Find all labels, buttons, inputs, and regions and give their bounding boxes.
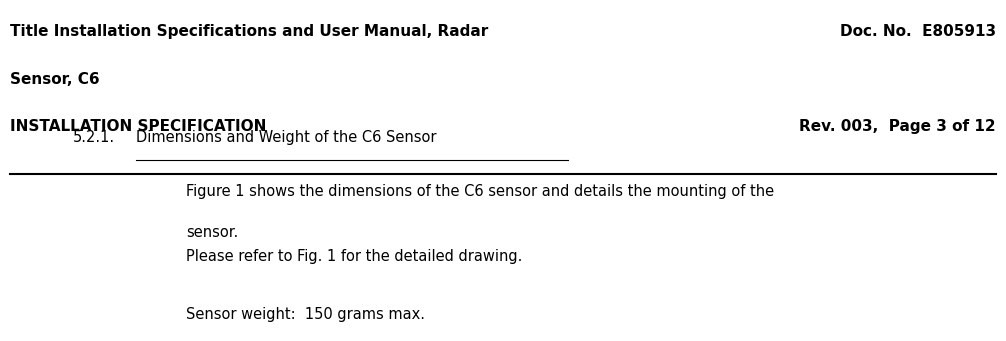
Text: Doc. No.  E805913: Doc. No. E805913	[840, 24, 996, 39]
Text: Please refer to Fig. 1 for the detailed drawing.: Please refer to Fig. 1 for the detailed …	[186, 249, 522, 264]
Text: Dimensions and Weight of the C6 Sensor: Dimensions and Weight of the C6 Sensor	[136, 130, 437, 145]
Text: sensor.: sensor.	[186, 225, 238, 240]
Text: Sensor weight:  150 grams max.: Sensor weight: 150 grams max.	[186, 307, 426, 322]
Text: 5.2.1.: 5.2.1.	[72, 130, 115, 145]
Text: Title Installation Specifications and User Manual, Radar: Title Installation Specifications and Us…	[10, 24, 488, 39]
Text: Sensor, C6: Sensor, C6	[10, 72, 100, 87]
Text: Rev. 003,  Page 3 of 12: Rev. 003, Page 3 of 12	[800, 119, 996, 134]
Text: INSTALLATION SPECIFICATION: INSTALLATION SPECIFICATION	[10, 119, 267, 134]
Text: Figure 1 shows the dimensions of the C6 sensor and details the mounting of the: Figure 1 shows the dimensions of the C6 …	[186, 184, 775, 199]
